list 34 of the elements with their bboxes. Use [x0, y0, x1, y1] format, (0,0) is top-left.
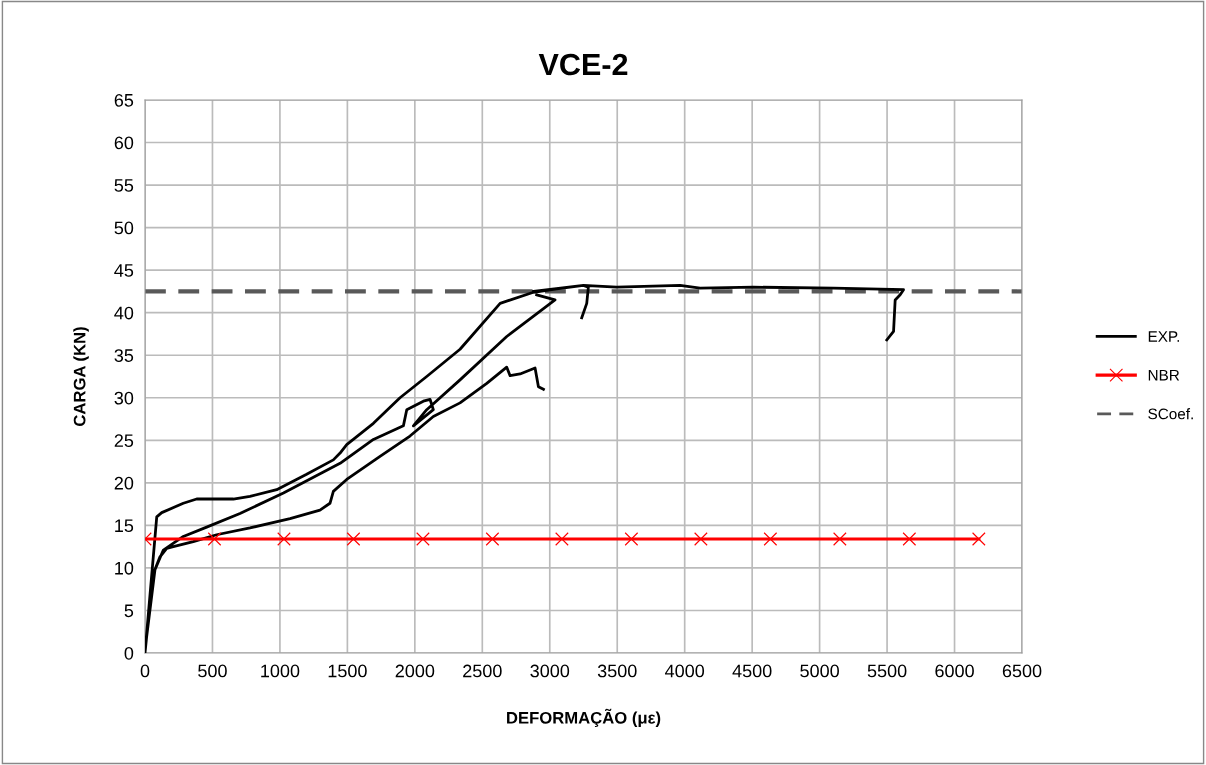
x-tick-label: 3000 — [530, 664, 570, 678]
y-tick-label: 60 — [114, 136, 134, 150]
y-tick-label: 50 — [114, 221, 134, 235]
x-tick-label: 6000 — [935, 664, 974, 678]
y-tick-label: 65 — [114, 93, 134, 107]
y-tick-label: 5 — [124, 604, 134, 618]
y-tick-label: 35 — [114, 349, 134, 362]
y-tick-label: 15 — [115, 519, 134, 533]
y-tick-label: 10 — [115, 561, 134, 575]
x-tick-label: 0 — [140, 664, 150, 678]
y-tick-label: 55 — [114, 179, 134, 192]
y-tick-label: 40 — [114, 306, 134, 320]
y-tick-label: 0 — [124, 646, 134, 660]
x-tick-label: 6500 — [1002, 664, 1042, 678]
chart-title: VCE-2 — [538, 53, 628, 76]
y-tick-label: 45 — [114, 264, 134, 277]
x-tick-label: 5500 — [867, 664, 907, 678]
x-tick-label: 500 — [198, 664, 227, 678]
x-tick-label: 5000 — [800, 664, 839, 678]
legend-label: SCoef. — [1148, 408, 1193, 420]
x-tick-label: 3500 — [597, 664, 637, 678]
x-tick-label: 2500 — [463, 664, 502, 678]
x-tick-label: 4500 — [732, 664, 772, 678]
x-tick-label: 1000 — [261, 664, 300, 678]
x-tick-label: 1500 — [328, 664, 367, 678]
x-axis-title: DEFORMAÇÃO (με) — [507, 708, 661, 728]
legend-label: EXP. — [1148, 331, 1180, 342]
y-axis-title: CARGA (KN) — [73, 327, 89, 426]
x-tick-label: 2000 — [395, 664, 435, 678]
y-tick-label: 20 — [114, 476, 134, 490]
legend-label: NBR — [1148, 369, 1180, 381]
y-tick-label: 25 — [114, 434, 134, 448]
y-tick-label: 30 — [114, 391, 134, 405]
x-tick-label: 4000 — [665, 664, 705, 678]
